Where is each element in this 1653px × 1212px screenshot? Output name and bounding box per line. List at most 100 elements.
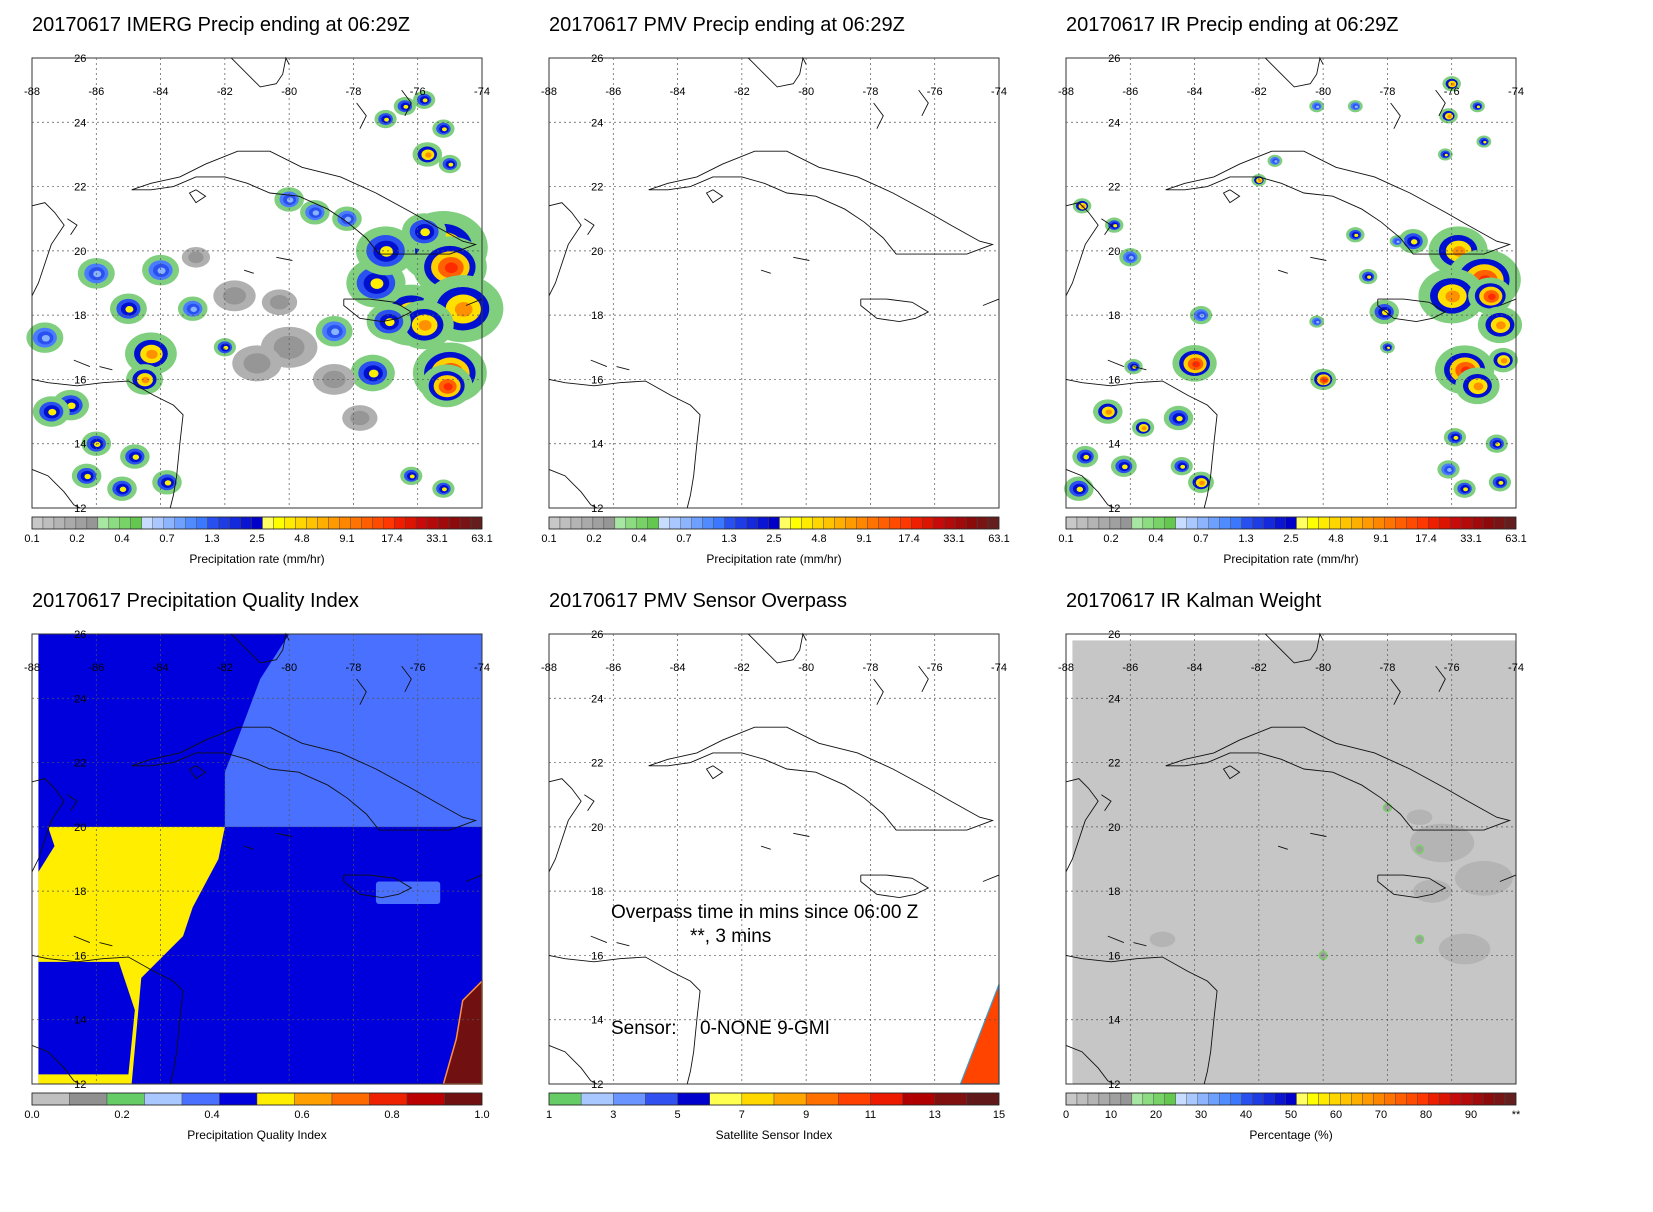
lat-label: 20 bbox=[591, 822, 603, 834]
rain-cell bbox=[1258, 179, 1262, 183]
colorbar-title: Precipitation Quality Index bbox=[187, 1128, 326, 1142]
coastline bbox=[465, 874, 483, 882]
coastline bbox=[31, 378, 184, 509]
colorbar-swatch bbox=[1230, 1092, 1242, 1106]
kalman-point bbox=[1414, 934, 1425, 945]
colorbar-label: 17.4 bbox=[381, 533, 402, 545]
rain-cell bbox=[94, 441, 101, 447]
lat-label: 20 bbox=[1108, 822, 1120, 834]
coastline bbox=[1065, 778, 1099, 873]
coastline bbox=[1264, 56, 1324, 88]
lon-label: -80 bbox=[798, 662, 814, 674]
overpass-minutes-text: **, 3 mins bbox=[690, 926, 772, 947]
colorbar-swatch bbox=[415, 516, 428, 530]
coastline bbox=[873, 102, 884, 129]
lon-label: -84 bbox=[670, 86, 686, 98]
lat-label: 26 bbox=[74, 53, 86, 65]
colorbar-label: 80 bbox=[1420, 1109, 1432, 1121]
colorbar-swatch bbox=[1427, 1092, 1440, 1106]
coastline bbox=[1133, 366, 1147, 371]
coastline bbox=[401, 89, 412, 117]
lon-label: -82 bbox=[217, 86, 233, 98]
coastline bbox=[548, 778, 582, 873]
lon-label: -74 bbox=[991, 86, 1007, 98]
lat-label: 22 bbox=[1108, 182, 1120, 194]
colorbar-swatch bbox=[1373, 1092, 1385, 1106]
coastline bbox=[1065, 1045, 1115, 1085]
rain-cell bbox=[1141, 426, 1147, 431]
coastline bbox=[131, 150, 478, 255]
grid-labels: -88 -86 -84 -82 -80 -78 -76 -74 26 24 22 20 18 16 14 12 bbox=[1058, 53, 1524, 515]
coastline bbox=[1107, 359, 1125, 367]
lon-label: -80 bbox=[281, 662, 297, 674]
map-frame bbox=[1065, 57, 1517, 509]
overpass-time-text: Overpass time in mins since 06:00 Z bbox=[611, 902, 919, 923]
colorbar-swatch bbox=[106, 1092, 145, 1106]
lon-label: -88 bbox=[541, 86, 557, 98]
colorbar-label: 0.4 bbox=[1148, 533, 1163, 545]
lon-label: -86 bbox=[605, 86, 621, 98]
rain-cell bbox=[132, 454, 140, 460]
colorbar-swatch bbox=[369, 1092, 408, 1106]
coastline bbox=[648, 150, 995, 255]
colorbar-swatch bbox=[1285, 1092, 1297, 1106]
colorbar-swatch bbox=[181, 1092, 220, 1106]
coastline bbox=[99, 942, 113, 947]
colorbar-swatch bbox=[256, 1092, 295, 1106]
colorbar-swatch bbox=[677, 1092, 710, 1106]
colorbar-title: Precipitation rate (mm/hr) bbox=[1223, 552, 1358, 566]
colorbar-swatch bbox=[1449, 1092, 1462, 1106]
lat-label: 20 bbox=[1108, 246, 1120, 258]
colorbar-swatch bbox=[966, 1092, 1000, 1106]
rain-cell bbox=[1463, 487, 1468, 492]
lat-label: 24 bbox=[591, 117, 603, 129]
colorbar-label: 90 bbox=[1465, 1109, 1477, 1121]
rain-cell bbox=[84, 473, 91, 480]
colorbar-label: 1.0 bbox=[474, 1109, 489, 1121]
lat-label: 22 bbox=[591, 182, 603, 194]
colorbar-swatch bbox=[75, 516, 88, 530]
lat-label: 18 bbox=[1108, 310, 1120, 322]
lon-label: -76 bbox=[410, 86, 426, 98]
rain-cell bbox=[454, 302, 473, 317]
colorbar-swatch bbox=[372, 516, 384, 530]
colorbar-label: 63.1 bbox=[988, 533, 1009, 545]
rain-cell bbox=[286, 197, 294, 203]
coastline bbox=[1065, 202, 1099, 297]
coastline bbox=[1101, 218, 1112, 236]
colorbar-swatch bbox=[1274, 516, 1286, 530]
rain-cell bbox=[1410, 239, 1418, 245]
colorbar-swatch bbox=[548, 1092, 582, 1106]
coastline bbox=[1278, 845, 1288, 850]
map-frame bbox=[31, 57, 483, 509]
colorbar-swatch bbox=[251, 516, 263, 530]
colorbar-swatch bbox=[306, 516, 318, 530]
colorbar-label: 1.3 bbox=[721, 533, 736, 545]
colorbar-swatch bbox=[680, 516, 692, 530]
panel-ir-precip: 20170617 IR Precip ending at 06:29Z -88-… bbox=[1058, 0, 1584, 600]
colorbar-label: 17.4 bbox=[1415, 533, 1436, 545]
colorbar-swatch bbox=[1120, 516, 1133, 530]
colorbar-swatch bbox=[1384, 516, 1396, 530]
colorbar-swatch bbox=[284, 516, 296, 530]
colorbar-swatch bbox=[1285, 516, 1297, 530]
colorbar-swatch bbox=[1482, 1092, 1495, 1106]
coastline bbox=[1065, 469, 1115, 509]
colorbar-swatch bbox=[196, 516, 208, 530]
coastlines bbox=[548, 56, 1000, 509]
coastline bbox=[747, 56, 807, 88]
colorbar-swatch bbox=[1087, 516, 1100, 530]
coastline bbox=[1065, 954, 1218, 1085]
lat-label: 24 bbox=[74, 693, 86, 705]
colorbar-swatch bbox=[470, 516, 483, 530]
colorbar-swatch bbox=[1460, 1092, 1473, 1106]
colorbar-swatch bbox=[709, 1092, 743, 1106]
colorbar: 0.1 0.2 0.4 0.7 1.3 2.5 4.8 9.1 17.4 33.1 63.1 Prec… bbox=[24, 516, 493, 566]
rain-cell-light bbox=[350, 410, 370, 426]
coastline bbox=[1390, 102, 1401, 129]
colorbar-swatch bbox=[581, 516, 594, 530]
lat-label: 22 bbox=[74, 758, 86, 770]
colorbar-swatch bbox=[97, 516, 110, 530]
coastline bbox=[31, 778, 65, 873]
lat-label: 22 bbox=[74, 182, 86, 194]
